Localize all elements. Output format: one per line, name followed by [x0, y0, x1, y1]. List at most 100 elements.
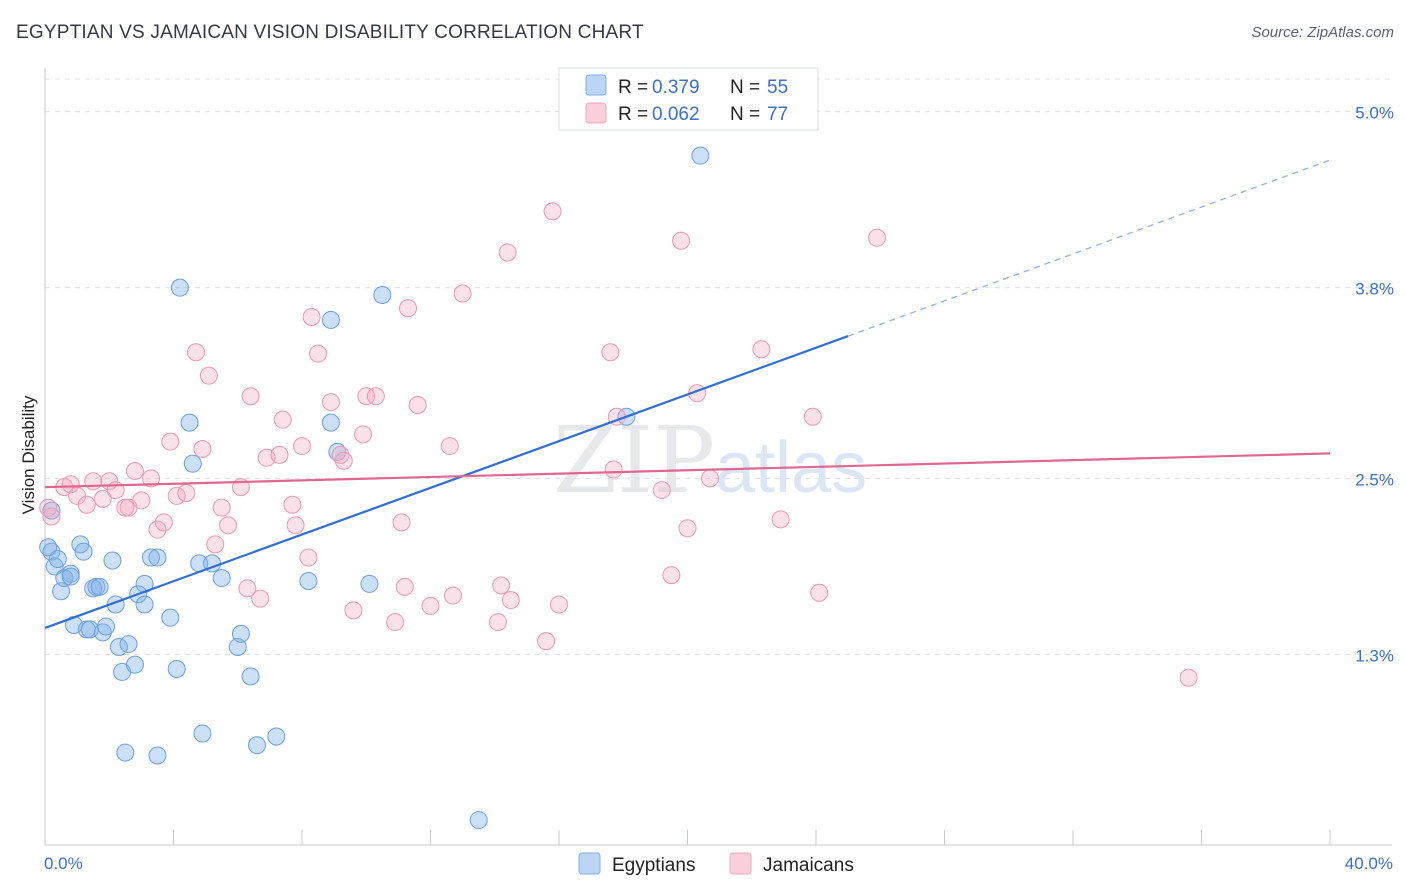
y-tick-labels: 1.3% 2.5% 3.8% 5.0% — [1355, 104, 1394, 666]
jamaicans-point — [662, 566, 681, 585]
bottom-legend-label-egyptians: Egyptians — [612, 855, 695, 876]
legend-n-label-2: N = — [730, 104, 760, 125]
jamaicans-point — [1179, 668, 1198, 687]
jamaicans-point — [421, 596, 440, 615]
jamaicans-point — [399, 299, 418, 318]
egyptians-point — [248, 736, 267, 755]
bottom-legend-swatch-egyptians — [578, 852, 601, 875]
egyptians-point — [167, 660, 186, 678]
x-tick-label-min: 0.0% — [44, 854, 83, 873]
jamaicans-point — [771, 510, 790, 529]
jamaicans-point — [154, 513, 173, 532]
watermark: ZIP atlas — [553, 407, 867, 514]
egyptians-point — [161, 608, 180, 627]
jamaicans-point — [161, 432, 180, 451]
egyptians-point — [241, 667, 260, 686]
legend-n-value-2: 77 — [767, 104, 788, 125]
jamaicans-point — [386, 613, 405, 632]
egyptians-point — [52, 582, 71, 601]
jamaicans-point — [148, 520, 167, 539]
legend-swatch-egyptians — [585, 74, 607, 96]
egyptians-point — [212, 569, 231, 588]
watermark-zip: ZIP — [553, 407, 715, 514]
jamaicans-point — [440, 437, 459, 456]
jamaicans-point — [366, 387, 385, 406]
egyptians-point — [119, 635, 138, 654]
jamaicans-point — [42, 507, 61, 526]
egyptians-point — [116, 743, 135, 762]
jamaicans-point — [84, 472, 103, 491]
jamaicans-point — [550, 595, 568, 614]
y-tick-label: 5.0% — [1355, 104, 1394, 123]
jamaicans-point — [752, 340, 771, 359]
jamaicans-point — [357, 387, 376, 406]
jamaicans-point — [199, 366, 218, 385]
jamaicans-point — [61, 475, 80, 494]
egyptians-point — [84, 579, 103, 598]
jamaicans-point — [299, 548, 318, 567]
egyptians-point — [135, 595, 154, 614]
egyptians-point — [193, 724, 212, 743]
jamaicans-point — [331, 445, 350, 464]
jamaicans-point — [810, 583, 829, 602]
legend-r-label-1: R = — [618, 77, 648, 98]
egyptians-point — [103, 551, 122, 570]
jamaicans-point — [177, 484, 196, 502]
egyptians-point — [93, 623, 112, 642]
gridlines — [45, 78, 1392, 655]
jamaicans-point — [395, 577, 414, 596]
jamaicans-point — [132, 491, 151, 510]
jamaicans-point — [286, 516, 305, 535]
x-tick-labels: 0.0% 40.0% — [44, 854, 1393, 873]
jamaicans-point — [241, 387, 260, 406]
jamaicans-point — [543, 202, 562, 221]
jamaicans-point — [652, 481, 671, 500]
x-tick-label-max: 40.0% — [1345, 854, 1393, 873]
jamaicans-point — [334, 451, 353, 470]
jamaicans-point — [125, 462, 144, 480]
egyptians-point — [321, 310, 340, 329]
jamaicans-point — [344, 601, 363, 620]
jamaicans-point — [302, 308, 321, 326]
jamaicans-point — [443, 586, 462, 605]
egyptians-point — [148, 548, 167, 567]
jamaicans-point — [492, 576, 511, 595]
egyptians-trend-line — [44, 335, 849, 629]
egyptians-point — [469, 811, 488, 830]
bottom-legend-swatch-jamaicans — [729, 852, 752, 875]
egyptians-point — [74, 542, 93, 561]
egyptians-point — [228, 638, 247, 656]
jamaicans-point — [498, 243, 517, 262]
jamaicans-trend-line — [44, 452, 1331, 489]
egyptians-point — [90, 577, 109, 596]
egyptians-trend-extension — [847, 159, 1331, 337]
jamaicans-point — [321, 393, 340, 412]
egyptians-point — [170, 278, 189, 297]
jamaicans-point — [501, 591, 520, 610]
egyptians-point — [267, 727, 286, 746]
jamaicans-point — [186, 343, 205, 362]
jamaicans-point — [142, 469, 161, 488]
legend-r-value-2: 0.062 — [652, 104, 700, 125]
egyptians-point — [125, 655, 144, 674]
jamaicans-point — [283, 495, 302, 514]
jamaicans-point — [93, 489, 112, 508]
jamaicans-point — [537, 632, 556, 651]
jamaicans-point — [700, 469, 719, 488]
egyptians-point — [39, 538, 58, 557]
jamaicans-point — [251, 589, 270, 608]
jamaicans-point — [219, 516, 238, 535]
jamaicans-point — [672, 231, 691, 250]
jamaicans-point — [868, 228, 887, 247]
bottom-legend-label-jamaicans: Jamaicans — [763, 855, 854, 876]
legend-r-label-2: R = — [618, 104, 648, 125]
jamaicans-point — [206, 535, 225, 554]
egyptians-point — [373, 286, 392, 304]
egyptians-point — [299, 572, 318, 590]
legend-n-value-1: 55 — [767, 77, 788, 98]
jamaicans-point — [273, 410, 292, 429]
legend-n-label-1: N = — [730, 77, 760, 98]
y-tick-label: 2.5% — [1355, 470, 1394, 489]
egyptians-point — [183, 454, 202, 473]
axes — [44, 68, 1392, 846]
